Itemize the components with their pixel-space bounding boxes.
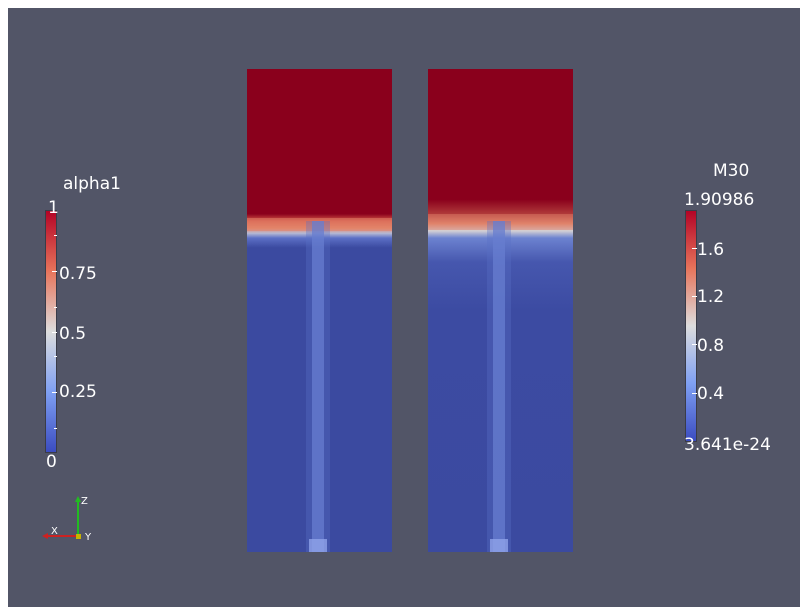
alpha1-label-min: 0 <box>46 452 57 472</box>
m30-label-16: 1.6 <box>697 240 725 260</box>
alpha1-legend-title: alpha1 <box>63 174 121 194</box>
alpha1-jet-outlet <box>309 539 327 552</box>
m30-label-08: 0.8 <box>697 336 725 356</box>
m30-label-04: 0.4 <box>697 384 725 404</box>
y-axis-marker <box>76 534 81 539</box>
m30-legend-title: M30 <box>713 161 750 181</box>
m30-render-panel[interactable] <box>428 69 573 552</box>
z-axis-head <box>75 496 81 502</box>
z-axis-letter: Z <box>81 496 88 507</box>
x-axis-letter: X <box>51 526 58 537</box>
m30-label-min: 3.641e-24 <box>684 435 771 455</box>
m30-label-max: 1.90986 <box>684 190 755 210</box>
m30-tick-marks <box>692 211 697 441</box>
m30-jet-core <box>493 221 505 552</box>
m30-jet-outlet <box>490 539 508 552</box>
alpha1-label-075: 0.75 <box>59 264 97 284</box>
alpha1-color-bar[interactable] <box>45 210 57 453</box>
m30-color-bar[interactable] <box>685 210 697 442</box>
alpha1-render-panel[interactable] <box>247 69 392 552</box>
m30-jet-halo <box>487 221 511 552</box>
alpha1-jet-halo <box>306 221 330 552</box>
alpha1-jet-core <box>312 221 324 552</box>
y-axis-letter: Y <box>84 532 92 542</box>
orientation-axes: X Y Z <box>42 496 92 542</box>
x-axis-head <box>42 533 48 539</box>
render-viewport[interactable]: alpha1 1 0.75 0.5 0.25 0 M30 1.90986 1.6… <box>8 8 800 607</box>
m30-label-12: 1.2 <box>697 287 725 307</box>
alpha1-label-max: 1 <box>48 198 59 218</box>
alpha1-label-025: 0.25 <box>59 382 97 402</box>
alpha1-tick-marks <box>52 211 57 452</box>
alpha1-label-05: 0.5 <box>59 324 87 344</box>
